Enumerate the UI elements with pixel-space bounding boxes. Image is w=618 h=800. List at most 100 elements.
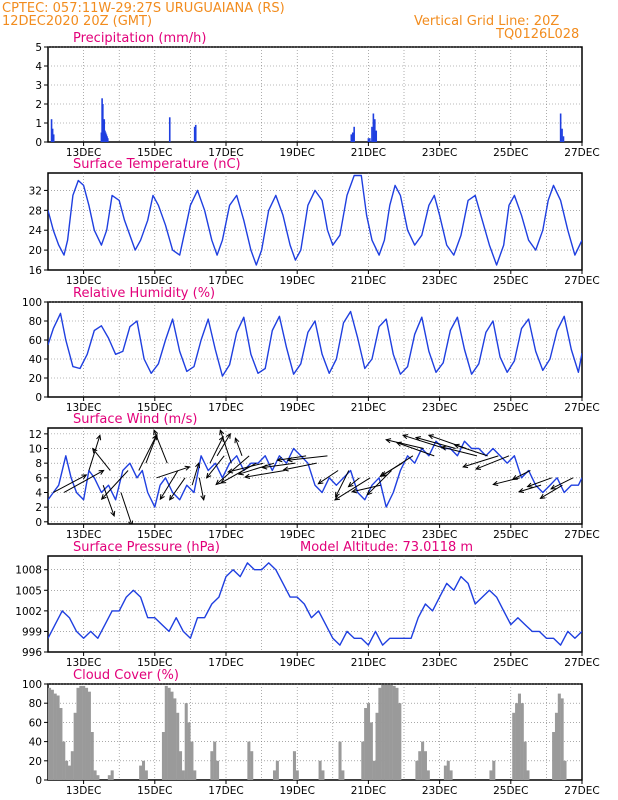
precip-bar (374, 119, 376, 142)
plot-area (48, 429, 582, 524)
cloud-bar (361, 741, 365, 780)
cloud-bar (515, 703, 519, 780)
y-tick-label: 3 (35, 80, 42, 92)
y-tick-label: 5 (35, 42, 42, 54)
wind-arrow-head (91, 447, 98, 454)
wind-arrow-head (244, 473, 251, 479)
cloud-bar (139, 765, 143, 780)
wind-arrow-shaft (550, 477, 574, 490)
x-tick-label: 21DEC (351, 657, 386, 669)
y-tick-label: 100 (22, 297, 42, 309)
wind-arrow-shaft (475, 455, 510, 470)
x-tick-label: 17DEC (208, 657, 243, 669)
cloud-bar (79, 685, 83, 780)
cloud-bar (90, 732, 94, 780)
wind-arrow-shaft (381, 455, 414, 477)
wind-arrow-head (96, 434, 102, 441)
cloud-bar (73, 712, 77, 780)
x-tick-label: 15DEC (137, 275, 172, 287)
wind-arrow-shaft (441, 446, 478, 457)
x-tick-label: 23DEC (422, 147, 457, 159)
wind-arrow-shaft (348, 477, 360, 488)
x-tick-label: 27DEC (564, 529, 599, 541)
cloud-bar (366, 703, 371, 780)
panel-title: Surface Wind (m/s) (73, 412, 197, 427)
wind-arrow-shaft (238, 462, 275, 475)
wind-arrow-head (550, 484, 557, 490)
y-tick-label: 0 (35, 392, 42, 404)
wind-arrow-shaft (209, 436, 224, 464)
x-tick-label: 21DEC (351, 147, 386, 159)
x-tick-label: 23DEC (422, 275, 457, 287)
cloud-bar (210, 751, 214, 780)
cloud-bar (181, 770, 185, 780)
wind-arrow-shaft (334, 477, 371, 501)
y-tick-label: 8 (35, 458, 42, 470)
plot-frame (47, 301, 583, 398)
cloud-bar (107, 775, 111, 780)
wind-arrow-shaft (512, 470, 531, 480)
wind-arrow-head (153, 429, 159, 436)
cloud-bar (59, 708, 63, 780)
cloud-bar (557, 693, 561, 780)
x-tick-label: 27DEC (564, 657, 599, 669)
cloud-bar (392, 685, 396, 780)
wind-arrow-head (184, 465, 191, 471)
wind-arrow-head (379, 471, 386, 477)
plot-frame (47, 683, 583, 781)
x-tick-label: 19DEC (279, 785, 314, 797)
cloud-bar (141, 760, 146, 780)
wind-arrow-shaft (120, 492, 133, 524)
x-tick-label: 15DEC (137, 402, 172, 414)
cloud-bar (443, 765, 447, 780)
cloud-bar (341, 770, 345, 780)
cloud-bar (184, 703, 188, 780)
x-tick-label: 23DEC (422, 402, 457, 414)
x-tick-label: 19DEC (279, 275, 314, 287)
plot-area (48, 174, 582, 266)
cloud-bar (187, 722, 191, 780)
y-tick-label: 10 (29, 444, 42, 456)
precip-bar (369, 138, 371, 142)
x-tick-label: 15DEC (137, 785, 172, 797)
wind-arrow-head (237, 470, 244, 476)
wind-arrow-head (205, 472, 212, 479)
x-tick-label: 21DEC (351, 529, 386, 541)
plot-frame (47, 555, 583, 653)
wind-arrow-shaft (159, 470, 179, 500)
precip-bar (52, 134, 55, 142)
wind-arrow-shaft (396, 442, 435, 457)
panel-title: Relative Humidity (%) (73, 286, 215, 301)
wind-arrow-shaft (335, 470, 350, 498)
cloud-bar (250, 751, 254, 780)
wind-arrow-head (234, 437, 240, 444)
precip-bar (194, 124, 197, 142)
cloud-bar (560, 698, 564, 780)
cloud-bar (384, 684, 388, 780)
cloud-bar (173, 698, 177, 780)
model-code: TQ0126L028 (495, 27, 579, 42)
wind-arrow-head (110, 510, 116, 518)
cloud-bar (386, 684, 390, 780)
x-tick-label: 25DEC (493, 275, 528, 287)
wind-arrow-head (81, 474, 88, 480)
cloud-bar (318, 760, 322, 780)
cloud-bar (167, 687, 171, 780)
surface-temperature-panel: Surface Temperature (nC) 16 20 24 28 32 13DEC 1… (29, 157, 600, 287)
wind-arrow-shaft (318, 470, 339, 485)
wind-arrow-head (128, 520, 134, 524)
x-tick-label: 17DEC (208, 402, 243, 414)
wind-arrow-head (215, 479, 222, 486)
wind-arrow-shaft (245, 470, 285, 478)
wind-arrow-shaft (366, 470, 392, 496)
cloud-bar (93, 770, 97, 780)
wind-arrow-shaft (198, 477, 205, 500)
wind-arrow-head (261, 464, 268, 470)
cloud-bar (96, 775, 100, 780)
y-tick-label: 28 (29, 205, 42, 217)
x-tick-label: 23DEC (422, 529, 457, 541)
wind-arrow-head (347, 481, 354, 488)
cloud-bar (492, 760, 496, 780)
cloud-bar (372, 760, 376, 780)
y-tick-label: 999 (22, 626, 42, 638)
